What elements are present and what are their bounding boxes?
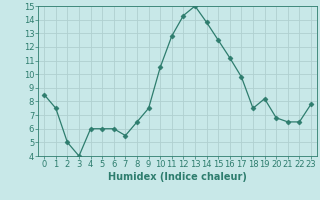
X-axis label: Humidex (Indice chaleur): Humidex (Indice chaleur): [108, 172, 247, 182]
